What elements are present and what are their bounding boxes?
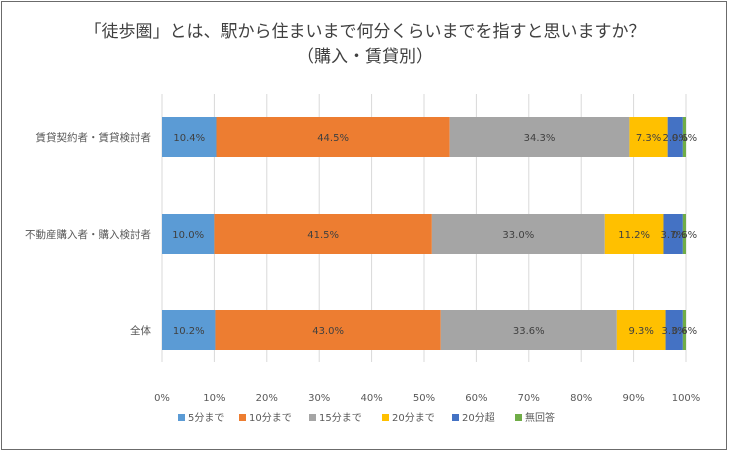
bar-segment bbox=[682, 117, 686, 157]
bar-segment bbox=[667, 117, 683, 157]
x-tick-label: 10% bbox=[203, 393, 225, 404]
data-labels-layer: 10.4% 44.5% 34.3% 7.3% 2.9%0.6%10.0% 41.5% 33.… bbox=[172, 133, 697, 337]
x-tick-label: 80% bbox=[570, 393, 592, 404]
data-label: 33.0% bbox=[502, 230, 534, 241]
data-label: 43.0% bbox=[312, 326, 344, 337]
bar-segment bbox=[216, 117, 450, 157]
x-tick-label: 70% bbox=[518, 393, 540, 404]
bar-segment bbox=[616, 310, 666, 350]
legend-label: 15分まで bbox=[319, 412, 362, 424]
bar-segment bbox=[449, 117, 630, 157]
bar-segment bbox=[162, 310, 216, 350]
legend-swatch bbox=[452, 414, 459, 421]
data-label: 33.6% bbox=[513, 326, 545, 337]
data-label: 11.2% bbox=[618, 230, 650, 241]
data-label: 44.5% bbox=[317, 133, 349, 144]
x-tick-label: 50% bbox=[413, 393, 435, 404]
bar-segment bbox=[663, 214, 683, 254]
x-tick-label: 60% bbox=[465, 393, 487, 404]
x-tick-label: 20% bbox=[256, 393, 278, 404]
x-tick-labels-layer: 0% 10% 20% 30% 40% 50% 60% 70% 80% 90% 100% bbox=[154, 393, 700, 404]
data-label: 9.3% bbox=[628, 326, 653, 337]
legend-label: 10分まで bbox=[249, 412, 292, 424]
bar-segment bbox=[682, 214, 686, 254]
data-label: 34.3% bbox=[524, 133, 556, 144]
legend: 5分まで 10分まで 15分まで 20分まで 20分超 無回答 bbox=[178, 411, 555, 424]
data-label: 10.0% bbox=[172, 230, 204, 241]
legend-label: 20分まで bbox=[392, 412, 435, 424]
legend-label: 5分まで bbox=[188, 412, 224, 424]
data-label: 41.5% bbox=[307, 230, 339, 241]
data-label: 10.4% bbox=[173, 133, 205, 144]
x-tick-label: 30% bbox=[308, 393, 330, 404]
x-tick-label: 0% bbox=[154, 393, 170, 404]
legend-label: 20分超 bbox=[462, 411, 495, 424]
data-label: 3.7% bbox=[660, 230, 685, 241]
data-label: 3.3% bbox=[662, 326, 687, 337]
bar-segment bbox=[440, 310, 617, 350]
bar-segment bbox=[215, 310, 441, 350]
category-label: 賃貸契約者・賃貸検討者 bbox=[36, 131, 152, 144]
chart-title: 「徒歩圏」とは、駅から住まいまで何分くらいまでを指すと思いますか？ bbox=[84, 22, 646, 42]
data-label: 10.2% bbox=[173, 326, 205, 337]
bar-segment bbox=[214, 214, 432, 254]
bar-segment bbox=[629, 117, 668, 157]
category-label: 不動産購入者・購入検討者 bbox=[25, 228, 151, 241]
bars-layer bbox=[162, 117, 686, 350]
x-tick-label: 90% bbox=[622, 393, 644, 404]
legend-swatch bbox=[382, 414, 389, 421]
legend-swatch bbox=[309, 414, 316, 421]
chart-subtitle: （購入・賃貸別） bbox=[297, 47, 433, 67]
legend-swatch bbox=[515, 414, 522, 421]
x-tick-label: 100% bbox=[672, 393, 701, 404]
category-label: 全体 bbox=[130, 324, 151, 337]
legend-label: 無回答 bbox=[525, 411, 555, 424]
bar-segment bbox=[682, 310, 686, 350]
bar-segment bbox=[665, 310, 683, 350]
data-label: 0.6% bbox=[672, 326, 697, 337]
x-tick-label: 40% bbox=[360, 393, 382, 404]
data-label: 2.9% bbox=[663, 133, 688, 144]
data-label: 0.6% bbox=[672, 230, 697, 241]
bar-segment bbox=[431, 214, 605, 254]
data-label: 0.6% bbox=[672, 133, 697, 144]
legend-swatch bbox=[178, 414, 185, 421]
bar-segment bbox=[162, 117, 217, 157]
data-label: 7.3% bbox=[636, 133, 661, 144]
bar-segment bbox=[604, 214, 664, 254]
bar-segment bbox=[162, 214, 215, 254]
legend-swatch bbox=[239, 414, 246, 421]
